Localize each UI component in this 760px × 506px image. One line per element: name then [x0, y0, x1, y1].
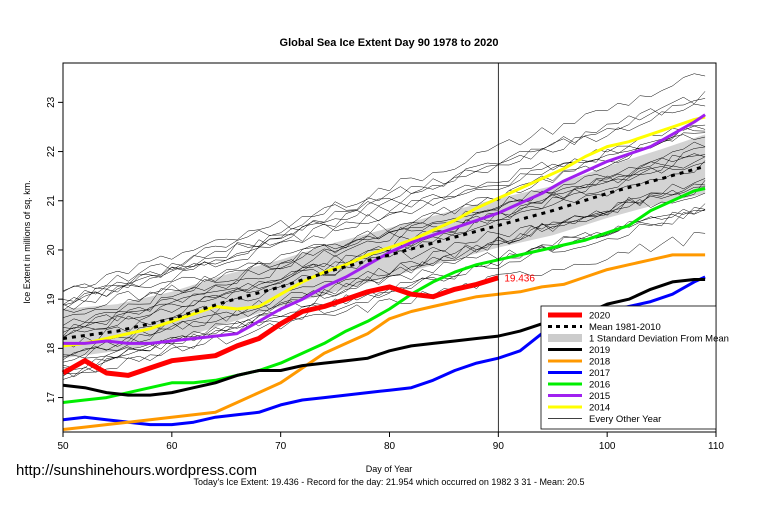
every-other-year-line [62, 160, 706, 333]
legend-item: 2018 [548, 357, 610, 368]
legend-label: 2014 [589, 403, 610, 414]
x-tick-label: 100 [599, 441, 616, 452]
series-line-2019 [62, 278, 706, 397]
series-line-2015 [63, 113, 706, 345]
legend-item: Mean 1981-2010 [548, 322, 661, 333]
every-other-year-line [62, 162, 706, 318]
legend-item: 2016 [548, 380, 610, 391]
y-tick-label: 21 [46, 195, 57, 207]
series-lines [61, 113, 706, 431]
legend-label: 2020 [589, 311, 610, 322]
legend-label: 2018 [589, 357, 610, 368]
x-tick-label: 110 [708, 441, 724, 452]
y-tick-label: 18 [46, 342, 57, 354]
every-other-year-line [62, 134, 706, 326]
every-other-year-line [62, 91, 706, 310]
series-line-2018 [62, 253, 706, 431]
y-axis: 17 18 19 20 21 22 23 [46, 96, 63, 403]
legend-item: 1 Standard Deviation From Mean [548, 334, 729, 345]
x-tick-label: 60 [166, 441, 178, 452]
legend-label: Mean 1981-2010 [589, 322, 661, 333]
legend-swatch [548, 334, 582, 342]
x-tick-label: 70 [275, 441, 287, 452]
legend-item: 2017 [548, 368, 610, 379]
every-other-year-line [62, 153, 706, 313]
every-other-year-line [62, 183, 706, 369]
x-tick-label: 80 [384, 441, 396, 452]
series-line-2016 [62, 187, 706, 404]
footer-stats: Today's Ice Extent: 19.436 - Record for … [194, 477, 585, 487]
legend-label: 2017 [589, 368, 610, 379]
y-axis-label: Ice Extent in millions of sq. km. [22, 180, 32, 304]
legend-item: 2020 [548, 311, 610, 322]
y-tick-label: 22 [46, 146, 57, 158]
series-line-mean-1981-2010 [62, 164, 706, 340]
x-tick-label: 50 [57, 441, 69, 452]
every-other-year-line [62, 73, 706, 305]
legend-label: 1 Standard Deviation From Mean [589, 334, 729, 345]
every-other-year-lines [62, 73, 706, 380]
every-other-year-line [62, 207, 706, 358]
every-other-year-line [62, 232, 706, 378]
legend-item: 2014 [548, 403, 610, 414]
current-value-label: 19.436 [504, 274, 535, 285]
every-other-year-line [62, 127, 706, 302]
watermark-url: http://sunshinehours.wordpress.com [16, 462, 257, 479]
every-other-year-line [62, 103, 706, 293]
legend-label: 2019 [589, 345, 610, 356]
legend-label: Every Other Year [589, 414, 661, 425]
every-other-year-line [62, 180, 706, 359]
legend-item: 2015 [548, 391, 610, 402]
every-other-year-line [62, 124, 706, 311]
legend-item: 2019 [548, 345, 610, 356]
y-tick-label: 20 [46, 244, 57, 256]
every-other-year-line [62, 132, 706, 337]
legend-item: Every Other Year [548, 414, 661, 425]
y-tick-label: 17 [46, 392, 57, 404]
x-axis: 50 60 70 80 90 100 110 [57, 432, 724, 452]
x-axis-label: Day of Year [366, 464, 413, 474]
y-tick-label: 23 [46, 96, 57, 108]
every-other-year-line [62, 141, 706, 338]
series-line-2020 [61, 275, 500, 378]
y-tick-label: 19 [46, 293, 57, 305]
legend-label: 2016 [589, 380, 610, 391]
chart-title: Global Sea Ice Extent Day 90 1978 to 202… [280, 37, 499, 49]
series-line-2014 [62, 115, 706, 348]
x-tick-label: 90 [493, 441, 505, 452]
legend-label: 2015 [589, 391, 610, 402]
every-other-year-line [62, 178, 706, 374]
